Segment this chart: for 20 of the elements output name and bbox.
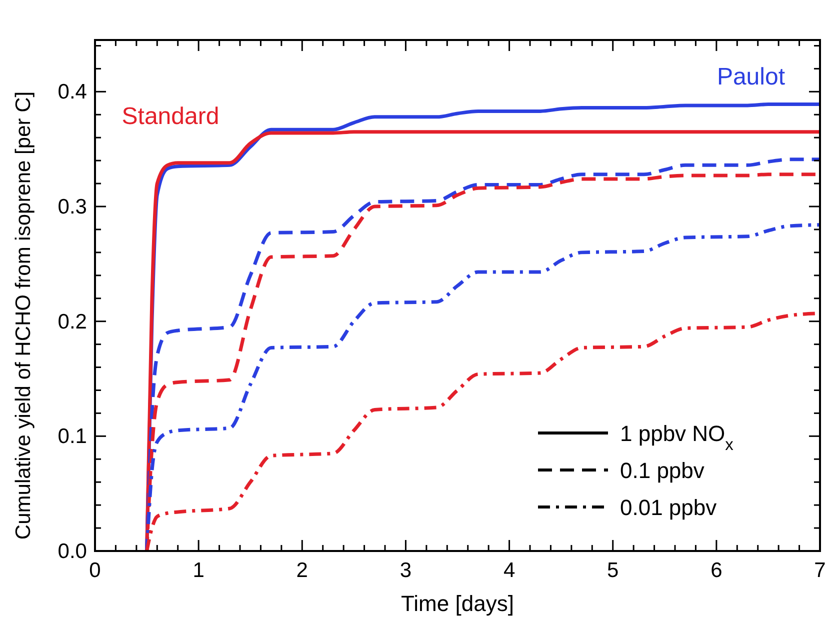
x-tick-label: 7 [814,559,826,582]
y-tick-label: 0.4 [58,80,88,104]
series-label: Standard [122,102,220,130]
x-tick-label: 1 [192,559,204,582]
y-tick-label: 0.1 [58,425,87,448]
series-label: Paulot [716,63,786,90]
x-tick-label: 2 [296,559,308,582]
y-axis-title: Cumulative yield of HCHO from isoprene [per C] [12,91,35,540]
annotation: 0.01 ppbv [620,495,717,520]
y-tick-label: 0.0 [58,540,87,563]
annotation: 0.1 ppbv [620,458,704,483]
x-tick-label: 0 [89,559,101,582]
x-tick-label: 5 [607,559,619,582]
x-tick-label: 6 [710,559,722,582]
x-tick-label: 4 [503,559,516,582]
annotation: 1 ppbv NO$_{x}$ [620,421,734,454]
y-tick-label: 0.2 [58,310,87,334]
x-tick-label: 3 [400,559,412,582]
y-tick-label: 0.3 [58,196,87,219]
x-axis-title: Time [days] [401,591,514,616]
